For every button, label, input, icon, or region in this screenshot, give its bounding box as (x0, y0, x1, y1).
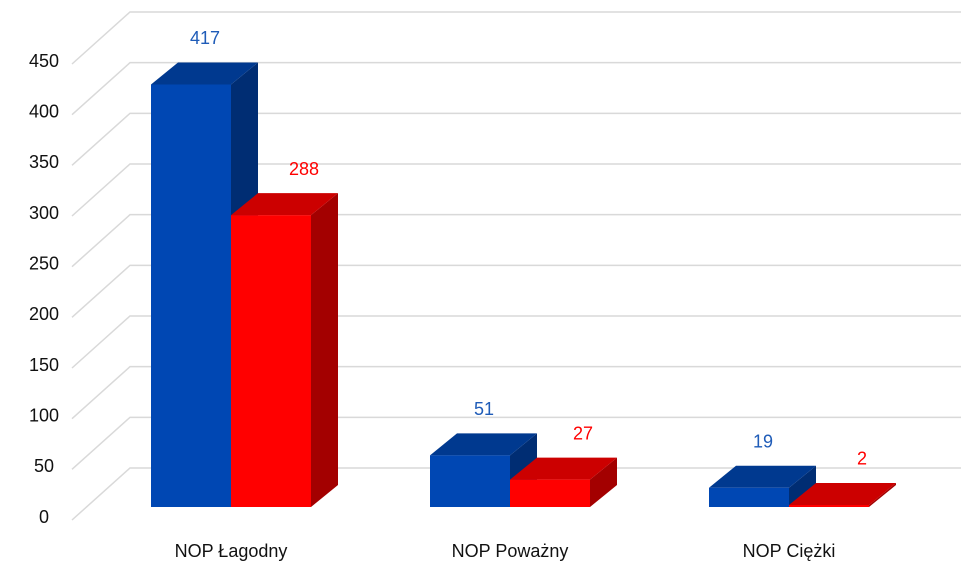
bar-side (311, 193, 338, 507)
y-tick-label: 0 (39, 507, 49, 527)
bar-top (430, 433, 537, 456)
bar-front (231, 215, 311, 507)
y-tick-label: 450 (29, 51, 59, 71)
grid-line (71, 264, 961, 318)
value-label: 51 (474, 399, 494, 419)
y-tick-label: 400 (29, 101, 59, 121)
bar (231, 193, 338, 507)
grid-line (71, 112, 961, 166)
grid-line (71, 365, 961, 420)
grid-line (71, 11, 961, 65)
value-label: 27 (573, 423, 593, 443)
bar-side (590, 457, 617, 507)
bar-side (869, 482, 896, 507)
y-tick-label: 50 (34, 456, 54, 476)
bar (789, 482, 896, 507)
bar-front (709, 487, 789, 507)
bar-top (510, 457, 617, 480)
y-tick-label: 250 (29, 253, 59, 273)
x-tick-label: NOP Ciężki (743, 541, 836, 561)
bar (709, 465, 816, 507)
grid-line (71, 163, 961, 217)
y-tick-label: 150 (29, 355, 59, 375)
value-label: 288 (289, 159, 319, 179)
bar-front (789, 504, 869, 507)
y-tick-label: 100 (29, 405, 59, 425)
y-tick-label: 300 (29, 203, 59, 223)
grid-line (71, 467, 961, 521)
x-tick-label: NOP Łagodny (175, 541, 288, 561)
value-label: 417 (190, 28, 220, 48)
bar-front (151, 84, 231, 507)
grid-line (71, 213, 961, 268)
bar (510, 457, 617, 507)
value-label: 19 (753, 431, 773, 451)
bar-front (510, 479, 590, 507)
bar-front (430, 455, 510, 507)
y-tick-label: 200 (29, 304, 59, 324)
bar-top (151, 62, 258, 85)
value-label: 2 (857, 449, 867, 469)
grid-line (71, 416, 961, 470)
bar-top (709, 465, 816, 488)
bar-side (789, 465, 816, 507)
grid-line (71, 315, 961, 369)
bar-top (231, 193, 338, 216)
x-tick-label: NOP Poważny (452, 541, 569, 561)
grid-line (71, 61, 961, 116)
bar-top (789, 482, 896, 505)
y-tick-label: 350 (29, 152, 59, 172)
